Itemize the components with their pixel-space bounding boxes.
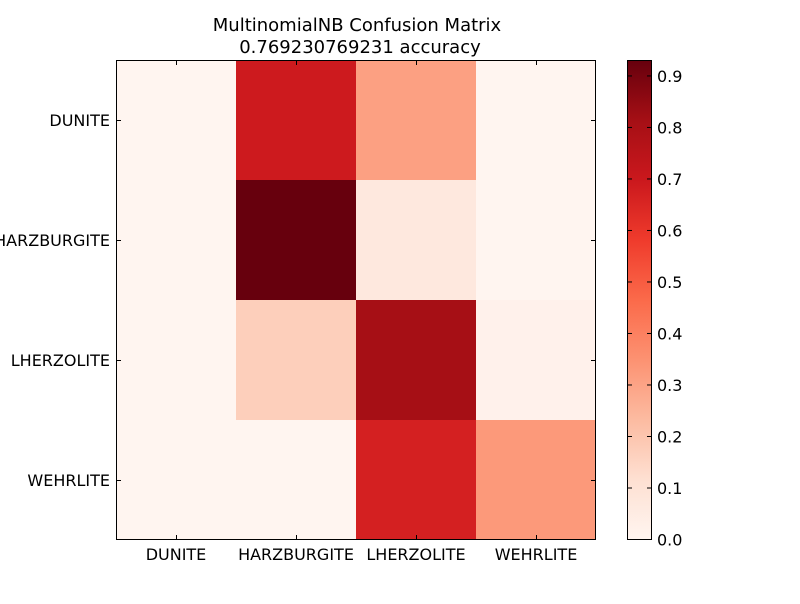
colorbar: 0.0 0.1 0.2 0.3 0.4 0.5 0.6 0.7 0.8 0.9 [627, 60, 682, 550]
x-tick-label: LHERZOLITE [366, 545, 465, 564]
colorbar-tick-label: 0.1 [657, 479, 682, 498]
heatmap-cell [236, 60, 356, 180]
colorbar-tick-label: 0.3 [657, 376, 682, 395]
heatmap-cell [476, 180, 596, 300]
heatmap-cell [356, 60, 476, 180]
chart-title: MultinomialNB Confusion Matrix [213, 15, 502, 36]
y-tick-label: WEHRLITE [27, 471, 110, 490]
colorbar-tick-label: 0.7 [657, 170, 682, 189]
colorbar-gradient [627, 60, 652, 540]
heatmap-cell [476, 60, 596, 180]
heatmap-cell [116, 60, 236, 180]
colorbar-tick-label: 0.2 [657, 427, 682, 446]
heatmap-cell [236, 180, 356, 300]
x-tick-label: HARZBURGITE [238, 545, 354, 564]
x-tick-labels: DUNITE HARZBURGITE LHERZOLITE WEHRLITE [146, 545, 578, 564]
heatmap-cell [116, 420, 236, 540]
heatmap-cell [116, 300, 236, 420]
y-tick-label: DUNITE [49, 111, 110, 130]
x-tick-label: WEHRLITE [495, 545, 578, 564]
y-tick-labels: DUNITE HARZBURGITE LHERZOLITE WEHRLITE [0, 111, 110, 490]
colorbar-tick-label: 0.0 [657, 531, 682, 550]
axis-ticks [116, 60, 596, 540]
chart-subtitle: 0.769230769231 accuracy [239, 37, 481, 58]
heatmap-cell [236, 300, 356, 420]
y-tick-label: HARZBURGITE [0, 231, 110, 250]
heatmap-cell [476, 420, 596, 540]
plot-frame [116, 60, 596, 540]
colorbar-tick-label: 0.5 [657, 273, 682, 292]
colorbar-tick-label: 0.4 [657, 324, 682, 343]
colorbar-tick-label: 0.9 [657, 67, 682, 86]
heatmap-cell [236, 420, 356, 540]
colorbar-ticks: 0.0 0.1 0.2 0.3 0.4 0.5 0.6 0.7 0.8 0.9 [627, 67, 682, 550]
heatmap-cell [356, 420, 476, 540]
colorbar-tick-label: 0.8 [657, 118, 682, 137]
heatmap-cell [356, 180, 476, 300]
x-tick-label: DUNITE [146, 545, 207, 564]
colorbar-tick-label: 0.6 [657, 221, 682, 240]
heatmap-cell [356, 300, 476, 420]
heatmap-cell [476, 300, 596, 420]
y-tick-label: LHERZOLITE [11, 351, 110, 370]
heatmap-cells [116, 60, 596, 540]
heatmap-cell [116, 180, 236, 300]
